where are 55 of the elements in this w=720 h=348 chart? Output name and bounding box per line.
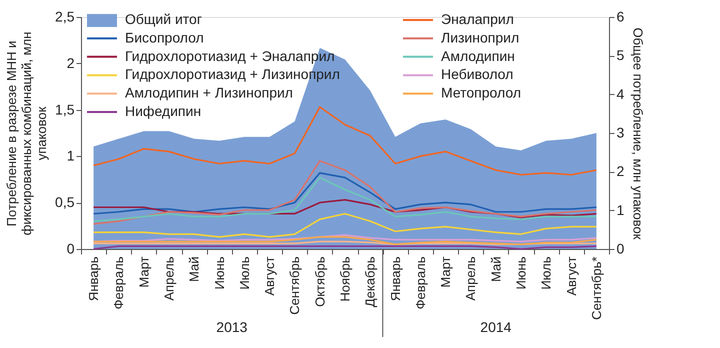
line-series bbox=[92, 106, 598, 176]
x-tick-label: Март bbox=[136, 256, 152, 288]
x-tick-label: Декабрь bbox=[362, 256, 378, 308]
y2-tick-label: 4 bbox=[616, 86, 624, 102]
x-tick-label: Июнь bbox=[212, 256, 227, 290]
x-tick-label: Январь bbox=[388, 256, 403, 302]
x-tick-label: Июль bbox=[538, 256, 554, 290]
x-tick-label: Май bbox=[186, 256, 202, 282]
y-tick-label: 1 bbox=[66, 148, 75, 164]
y-tick-label: 0 bbox=[66, 240, 75, 256]
x-tick-label: Сентябрь bbox=[287, 256, 302, 315]
line-series bbox=[92, 212, 598, 238]
y-axis-title: Потребление в разрезе МНН и фиксированных комбинаций, млн упаковок bbox=[4, 32, 50, 236]
y2-tick-label: 2 bbox=[616, 163, 624, 180]
legend-label: Амлодипин bbox=[441, 48, 515, 64]
legend-label: Бисопролол bbox=[125, 29, 204, 46]
x-tick-label: Июль bbox=[236, 256, 252, 290]
y2-tick-label: 0 bbox=[616, 240, 624, 256]
y2-tick-label: 6 bbox=[616, 8, 624, 24]
legend-label: Нифедипин bbox=[125, 103, 202, 119]
x-tick-label: Январь bbox=[86, 256, 102, 302]
line-series bbox=[92, 234, 598, 242]
y-tick-label: 1,5 bbox=[55, 101, 75, 118]
y-tick-label: 2 bbox=[66, 54, 75, 71]
x-tick-label: Ноябрь bbox=[338, 256, 352, 302]
y-tick-label: 2,5 bbox=[55, 8, 75, 24]
x-tick-label: Октябрь bbox=[312, 256, 328, 307]
line-series bbox=[92, 199, 598, 218]
x-tick-label: Август bbox=[564, 256, 579, 296]
line-series bbox=[92, 160, 598, 225]
x-tick-label: Апрель bbox=[463, 256, 478, 301]
text: 2014 bbox=[480, 319, 512, 335]
line-series bbox=[92, 236, 598, 246]
legend-label: Небиволол bbox=[441, 66, 514, 82]
y2-tick-label: 3 bbox=[616, 124, 624, 140]
text: 2013 bbox=[216, 319, 248, 335]
x-tick-label: Апрель bbox=[162, 256, 176, 301]
y2-axis-title: Общее потребление, млн упаковок bbox=[630, 28, 646, 240]
x-tick-label: Июнь bbox=[514, 256, 528, 290]
legend-label: Эналаприл bbox=[441, 11, 514, 27]
legend-label: Лизиноприл bbox=[441, 29, 520, 46]
y2-tick-label: 1 bbox=[616, 202, 624, 218]
legend-label: Амлодипин + Лизиноприл bbox=[125, 84, 293, 101]
x-tick-label: Февраль bbox=[412, 256, 428, 310]
x-tick-label: Февраль bbox=[111, 256, 126, 310]
x-tick-label: Март bbox=[438, 256, 454, 288]
x-tick-label: Май bbox=[488, 256, 504, 282]
y2-tick-label: 5 bbox=[616, 47, 624, 64]
y-tick-label: 0,5 bbox=[55, 194, 75, 210]
x-tick-label: Сентябрь* bbox=[588, 256, 604, 320]
legend-label: Метопролол bbox=[441, 84, 522, 101]
line-series bbox=[92, 176, 598, 222]
legend-label: Общий итог bbox=[125, 11, 202, 27]
line-series bbox=[92, 172, 598, 215]
x-tick-label: Август bbox=[262, 256, 278, 296]
